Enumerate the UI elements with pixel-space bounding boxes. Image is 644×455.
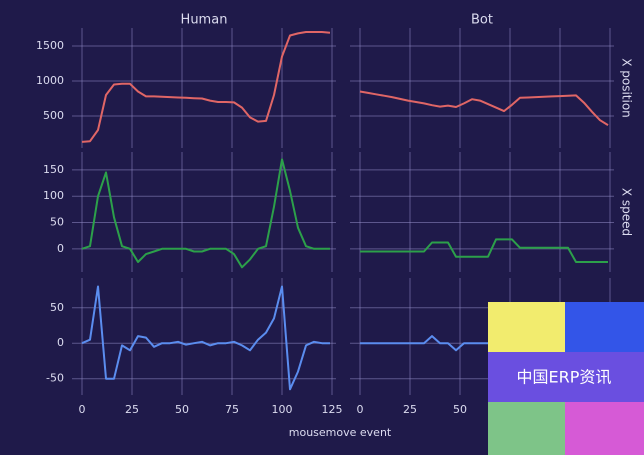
x-tick-label: 100 bbox=[272, 403, 293, 416]
data-line bbox=[81, 158, 330, 269]
watermark-block bbox=[565, 302, 644, 352]
data-line bbox=[359, 90, 609, 126]
watermark-text: 中国ERP资讯 bbox=[517, 368, 612, 387]
x-tick-label: 75 bbox=[225, 403, 239, 416]
y-tick-label: 1500 bbox=[36, 39, 64, 52]
y-tick-label: -50 bbox=[46, 372, 64, 385]
y-tick-label: 50 bbox=[50, 216, 64, 229]
data-line bbox=[81, 31, 331, 143]
column-title: Human bbox=[181, 13, 228, 28]
x-axis-label: mousemove event bbox=[289, 426, 392, 439]
y-tick-label: 500 bbox=[43, 109, 64, 122]
y-tick-label: 0 bbox=[57, 242, 64, 255]
watermark-block bbox=[565, 402, 644, 455]
x-tick-label: 50 bbox=[453, 403, 467, 416]
y-tick-label: 1000 bbox=[36, 74, 64, 87]
watermark-block bbox=[488, 352, 644, 402]
column-title: Bot bbox=[471, 13, 493, 28]
watermark-block bbox=[488, 302, 565, 352]
row-title: X position bbox=[620, 58, 634, 118]
data-line bbox=[360, 238, 608, 263]
x-tick-label: 50 bbox=[175, 403, 189, 416]
x-tick-label: 0 bbox=[357, 403, 364, 416]
x-tick-label: 25 bbox=[403, 403, 417, 416]
x-tick-label: 125 bbox=[322, 403, 343, 416]
x-tick-label: 0 bbox=[79, 403, 86, 416]
data-line bbox=[81, 285, 330, 391]
row-title: X speed bbox=[620, 188, 634, 236]
x-tick-label: 25 bbox=[125, 403, 139, 416]
y-tick-label: 50 bbox=[50, 301, 64, 314]
watermark-block bbox=[488, 402, 565, 455]
y-tick-label: 150 bbox=[43, 163, 64, 176]
y-tick-label: 0 bbox=[57, 336, 64, 349]
watermark: 中国ERP资讯 bbox=[488, 302, 644, 455]
y-tick-label: 100 bbox=[43, 189, 64, 202]
